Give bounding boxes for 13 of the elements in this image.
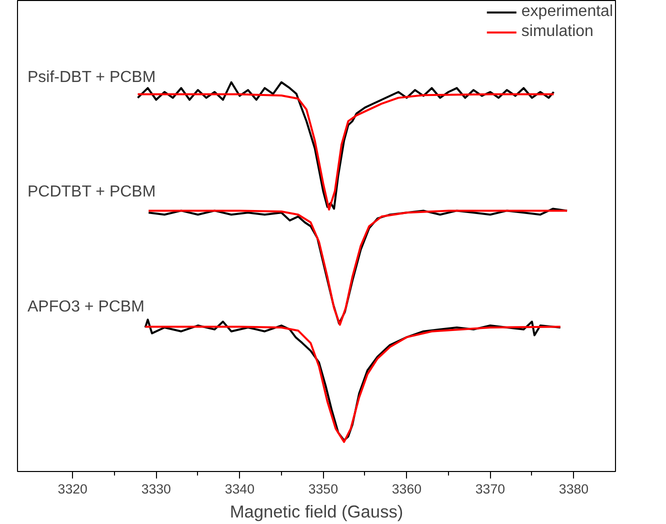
x-tick-label: 3380 [558, 482, 589, 496]
x-axis-title: Magnetic field (Gauss) [230, 502, 404, 522]
x-tick-label: 3370 [475, 482, 506, 496]
x-tick-label: 3330 [141, 482, 171, 496]
annotation: PCDTBT + PCBM [28, 184, 156, 201]
x-tick-label: 3360 [392, 482, 422, 496]
legend-label: experimental [521, 3, 613, 21]
x-tick-label: 3340 [224, 482, 254, 496]
legend-label: simulation [521, 23, 594, 41]
annotation: APFO3 + PCBM [28, 298, 144, 316]
annotation: Psif-DBT + PCBM [28, 68, 156, 86]
x-tick-label: 3350 [308, 482, 338, 496]
x-tick-label: 3320 [58, 482, 88, 496]
